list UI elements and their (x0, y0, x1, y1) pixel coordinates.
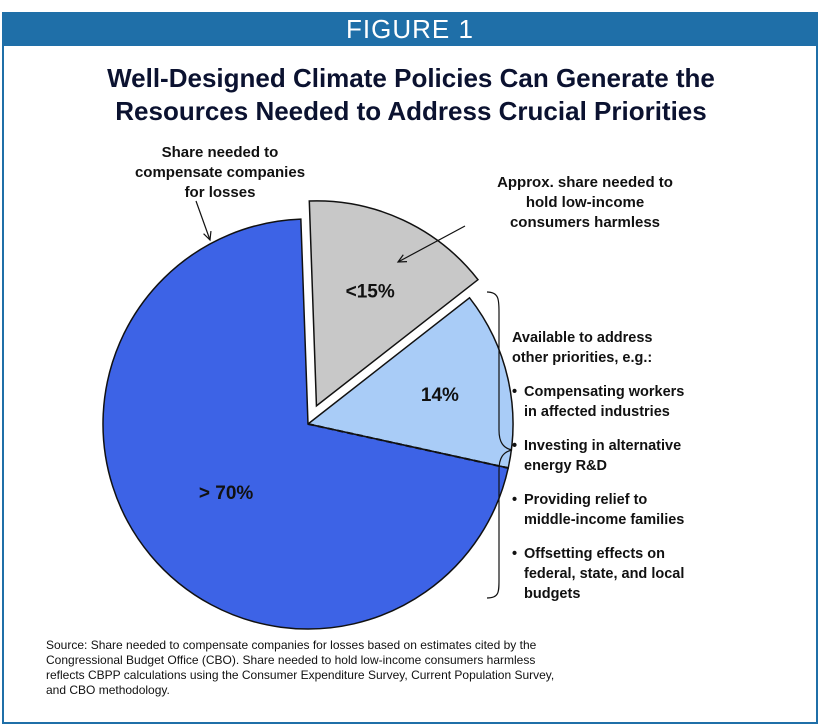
priority-item-line: Investing in alternative (524, 438, 682, 454)
bullet-icon: • (512, 492, 518, 508)
other-priorities-heading: Available to address other priorities, e… (512, 328, 792, 368)
low-income-annotation-line-3: consumers harmless (509, 214, 661, 231)
priority-item-relief: • Providing relief to middle-income fami… (512, 490, 792, 530)
priority-item-budgets: • Offsetting effects on federal, state, … (512, 544, 792, 604)
companies-annotation-line-2: compensate companies (134, 164, 306, 181)
companies-annotation-line-3: for losses (184, 184, 256, 201)
low-income-annotation: Approx. share needed to hold low-income … (460, 173, 710, 233)
companies-annotation-line-1: Share needed to (161, 144, 279, 161)
low-income-annotation-line-2: hold low-income (525, 194, 645, 211)
slice-companies-label: <15% (346, 282, 395, 303)
priority-item-line: energy R&D (524, 458, 607, 474)
companies-annotation: Share needed to compensate companies for… (110, 143, 330, 203)
priority-item-line: Compensating workers (524, 384, 685, 400)
source-note: Source: Share needed to compensate compa… (46, 638, 786, 698)
priority-item-line: Offsetting effects on (524, 546, 665, 562)
priority-item-energy: • Investing in alternative energy R&D (512, 436, 792, 476)
priority-item-line: middle-income families (524, 512, 685, 528)
slice-divider-dashed (307, 423, 509, 469)
priority-item-line: federal, state, and local (524, 566, 685, 582)
priority-item-line: Providing relief to (524, 492, 648, 508)
bullet-icon: • (512, 384, 518, 400)
source-note-line-2: Congressional Budget Office (CBO). Share… (46, 653, 536, 667)
other-priorities-block: Available to address other priorities, e… (512, 328, 792, 618)
slice-companies (308, 200, 480, 408)
figure-banner: FIGURE 1 (2, 12, 818, 46)
slice-other-priorities (102, 218, 510, 630)
curly-brace-icon (486, 291, 513, 599)
slice-low-income-label: 14% (421, 385, 459, 406)
slice-low-income (306, 296, 514, 469)
chart-title: Well-Designed Climate Policies Can Gener… (40, 62, 782, 128)
source-note-line-3: reflects CBPP calculations using the Con… (46, 668, 555, 682)
slice-other-priorities-label: > 70% (199, 483, 254, 504)
low-income-annotation-line-1: Approx. share needed to (497, 174, 673, 191)
priority-item-line: in affected industries (524, 404, 670, 420)
companies-arrow-icon (195, 200, 212, 242)
chart-title-line-2: Resources Needed to Address Crucial Prio… (115, 96, 707, 126)
other-priorities-list: • Compensating workers in affected indus… (512, 382, 792, 604)
source-note-line-4: and CBO methodology. (46, 683, 170, 697)
priority-item-line: budgets (524, 586, 581, 602)
bullet-icon: • (512, 438, 518, 454)
source-note-line-1: Source: Share needed to compensate compa… (46, 638, 537, 652)
other-priorities-heading-line-1: Available to address (512, 330, 653, 346)
low-income-arrow-icon (396, 225, 466, 263)
chart-title-line-1: Well-Designed Climate Policies Can Gener… (107, 63, 715, 93)
bullet-icon: • (512, 546, 518, 562)
priority-item-workers: • Compensating workers in affected indus… (512, 382, 792, 422)
other-priorities-heading-line-2: other priorities, e.g.: (512, 350, 653, 366)
figure-banner-label: FIGURE 1 (346, 13, 474, 44)
